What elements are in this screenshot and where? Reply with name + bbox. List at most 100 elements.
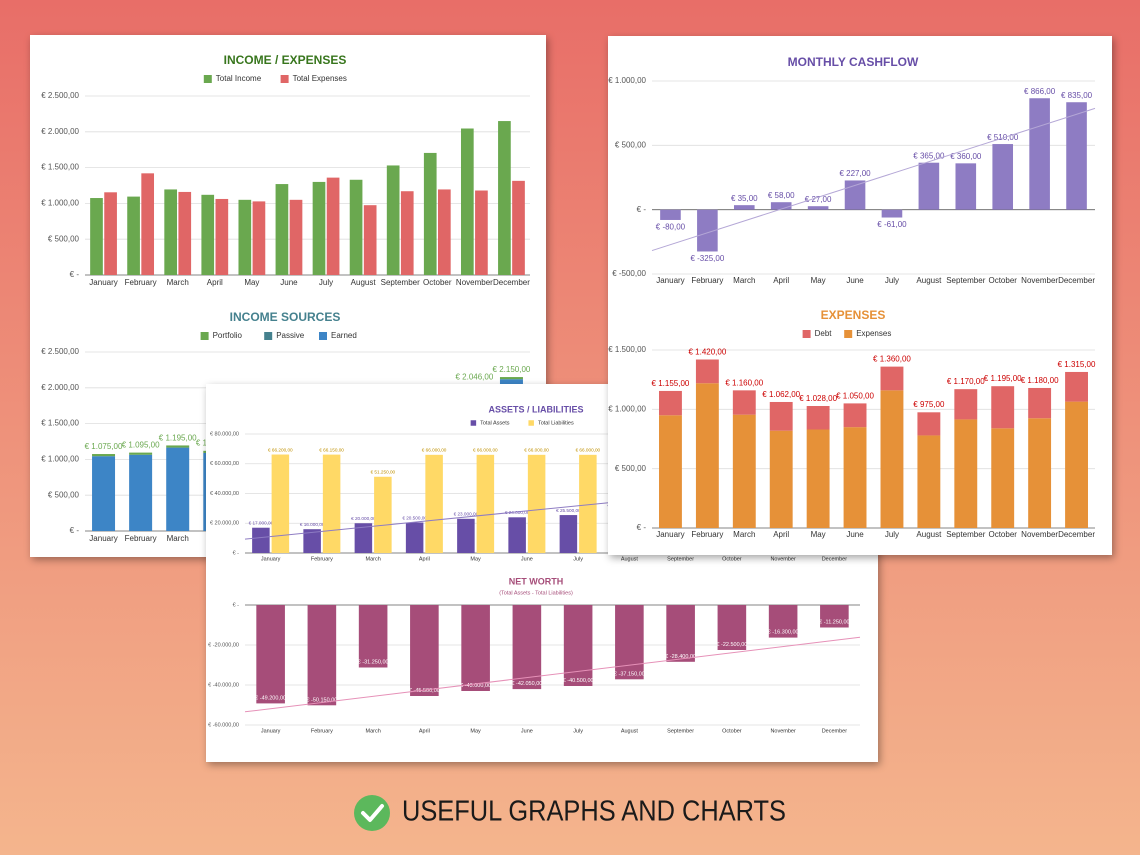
y-tick-label: € 2.000,00 <box>41 383 79 392</box>
bar-segment <box>695 359 719 384</box>
x-tick-label: March <box>167 278 189 287</box>
bar <box>423 152 437 275</box>
legend-label: Total Income <box>216 74 262 83</box>
total-label: € 1.160,00 <box>725 378 763 387</box>
value-label: € -22.500,00 <box>716 642 747 648</box>
value-label: € -11.250,00 <box>819 619 849 625</box>
value-label: € 27,00 <box>805 195 832 204</box>
legend-swatch <box>200 332 209 340</box>
value-label: € 66.000,00 <box>576 448 601 453</box>
trendline <box>651 107 1096 252</box>
x-tick-label: July <box>885 276 899 285</box>
total-label: € 1.315,00 <box>1058 360 1096 369</box>
value-label: € 23.000,00 <box>454 512 479 517</box>
value-label: € -80,00 <box>656 222 686 231</box>
y-tick-label: € 2.500,00 <box>41 347 79 356</box>
bar <box>579 454 597 553</box>
bar-segment <box>954 389 978 420</box>
x-tick-label: January <box>261 728 281 734</box>
bar-segment <box>880 390 904 528</box>
x-tick-label: September <box>381 278 420 287</box>
bar <box>349 179 363 275</box>
bar-segment <box>954 419 978 528</box>
value-label: € 16.000,00 <box>300 522 325 527</box>
legend-swatch <box>528 420 534 426</box>
x-tick-label: November <box>1021 276 1058 285</box>
x-tick-label: January <box>656 276 684 285</box>
legend-swatch <box>319 332 327 340</box>
value-label: € 66.150,00 <box>319 447 344 452</box>
x-tick-label: July <box>573 556 583 562</box>
x-tick-label: May <box>470 728 481 734</box>
x-tick-label: March <box>365 728 380 734</box>
y-tick-label: € 1.000,00 <box>41 455 79 464</box>
x-tick-label: August <box>916 276 942 285</box>
bar-segment <box>732 414 756 528</box>
bar-segment <box>806 406 830 430</box>
legend-swatch <box>844 330 853 338</box>
bar-segment <box>1065 371 1088 402</box>
y-tick-label: € - <box>70 526 80 535</box>
x-tick-label: April <box>207 278 223 287</box>
bar-segment <box>843 403 867 428</box>
bar <box>660 209 681 220</box>
total-label: € 1.360,00 <box>873 355 911 364</box>
x-tick-label: October <box>722 728 742 734</box>
y-tick-label: € -40.000,00 <box>208 682 239 688</box>
bar-segment <box>732 390 756 415</box>
legend-label: Expenses <box>856 329 891 338</box>
bar <box>437 189 451 275</box>
x-tick-label: October <box>988 276 1017 285</box>
chart-subtitle: (Total Assets - Total Liabilities) <box>499 590 573 596</box>
y-tick-label: € 80.000,00 <box>210 431 239 437</box>
x-tick-label: May <box>470 556 481 562</box>
y-tick-label: € -20.000,00 <box>208 642 239 648</box>
y-tick-label: € 1.500,00 <box>608 345 646 354</box>
x-tick-label: June <box>846 276 864 285</box>
legend-swatch <box>802 330 811 338</box>
total-label: € 1.028,00 <box>799 394 837 403</box>
legend-label: Total Expenses <box>293 74 347 83</box>
bar <box>289 199 303 275</box>
bar <box>881 209 903 218</box>
chart-title: ASSETS / LIABILITIES <box>488 404 583 414</box>
x-tick-label: June <box>280 278 298 287</box>
bar <box>1029 98 1050 210</box>
bar <box>512 180 525 275</box>
y-tick-label: € 40.000,00 <box>210 491 239 497</box>
x-tick-label: September <box>667 556 694 562</box>
caption-group: USEFUL GRAPHS AND CHARTS <box>354 795 786 831</box>
bar <box>386 165 400 275</box>
bar-segment <box>1028 418 1052 528</box>
x-tick-label: May <box>811 530 826 539</box>
bar <box>322 454 341 553</box>
x-tick-label: June <box>521 556 533 562</box>
value-label: € 20.500,00 <box>402 515 427 520</box>
bar <box>358 605 388 668</box>
bar <box>141 173 155 275</box>
bar <box>476 454 495 553</box>
x-tick-label: February <box>691 530 723 539</box>
x-tick-label: January <box>261 556 281 562</box>
bar <box>374 476 392 553</box>
x-tick-label: December <box>493 278 530 287</box>
bar <box>275 184 289 275</box>
x-tick-label: December <box>822 728 848 734</box>
y-tick-label: € 500,00 <box>615 140 647 149</box>
bar <box>770 202 792 210</box>
value-label: € -43.000,00 <box>460 683 491 689</box>
bar <box>475 190 488 275</box>
y-tick-label: € 500,00 <box>615 464 647 473</box>
bar <box>460 128 474 275</box>
bar <box>238 199 252 275</box>
y-tick-label: € 2.500,00 <box>41 91 79 100</box>
legend-label: Total Liabilities <box>538 420 574 426</box>
bar <box>104 192 117 275</box>
x-tick-label: November <box>1021 530 1058 539</box>
total-label: € 1.095,00 <box>122 441 160 450</box>
bar <box>457 518 475 553</box>
x-tick-label: June <box>521 728 533 734</box>
x-tick-label: March <box>733 276 755 285</box>
value-label: € 866,00 <box>1024 87 1056 96</box>
y-tick-label: € 1.500,00 <box>41 419 79 428</box>
